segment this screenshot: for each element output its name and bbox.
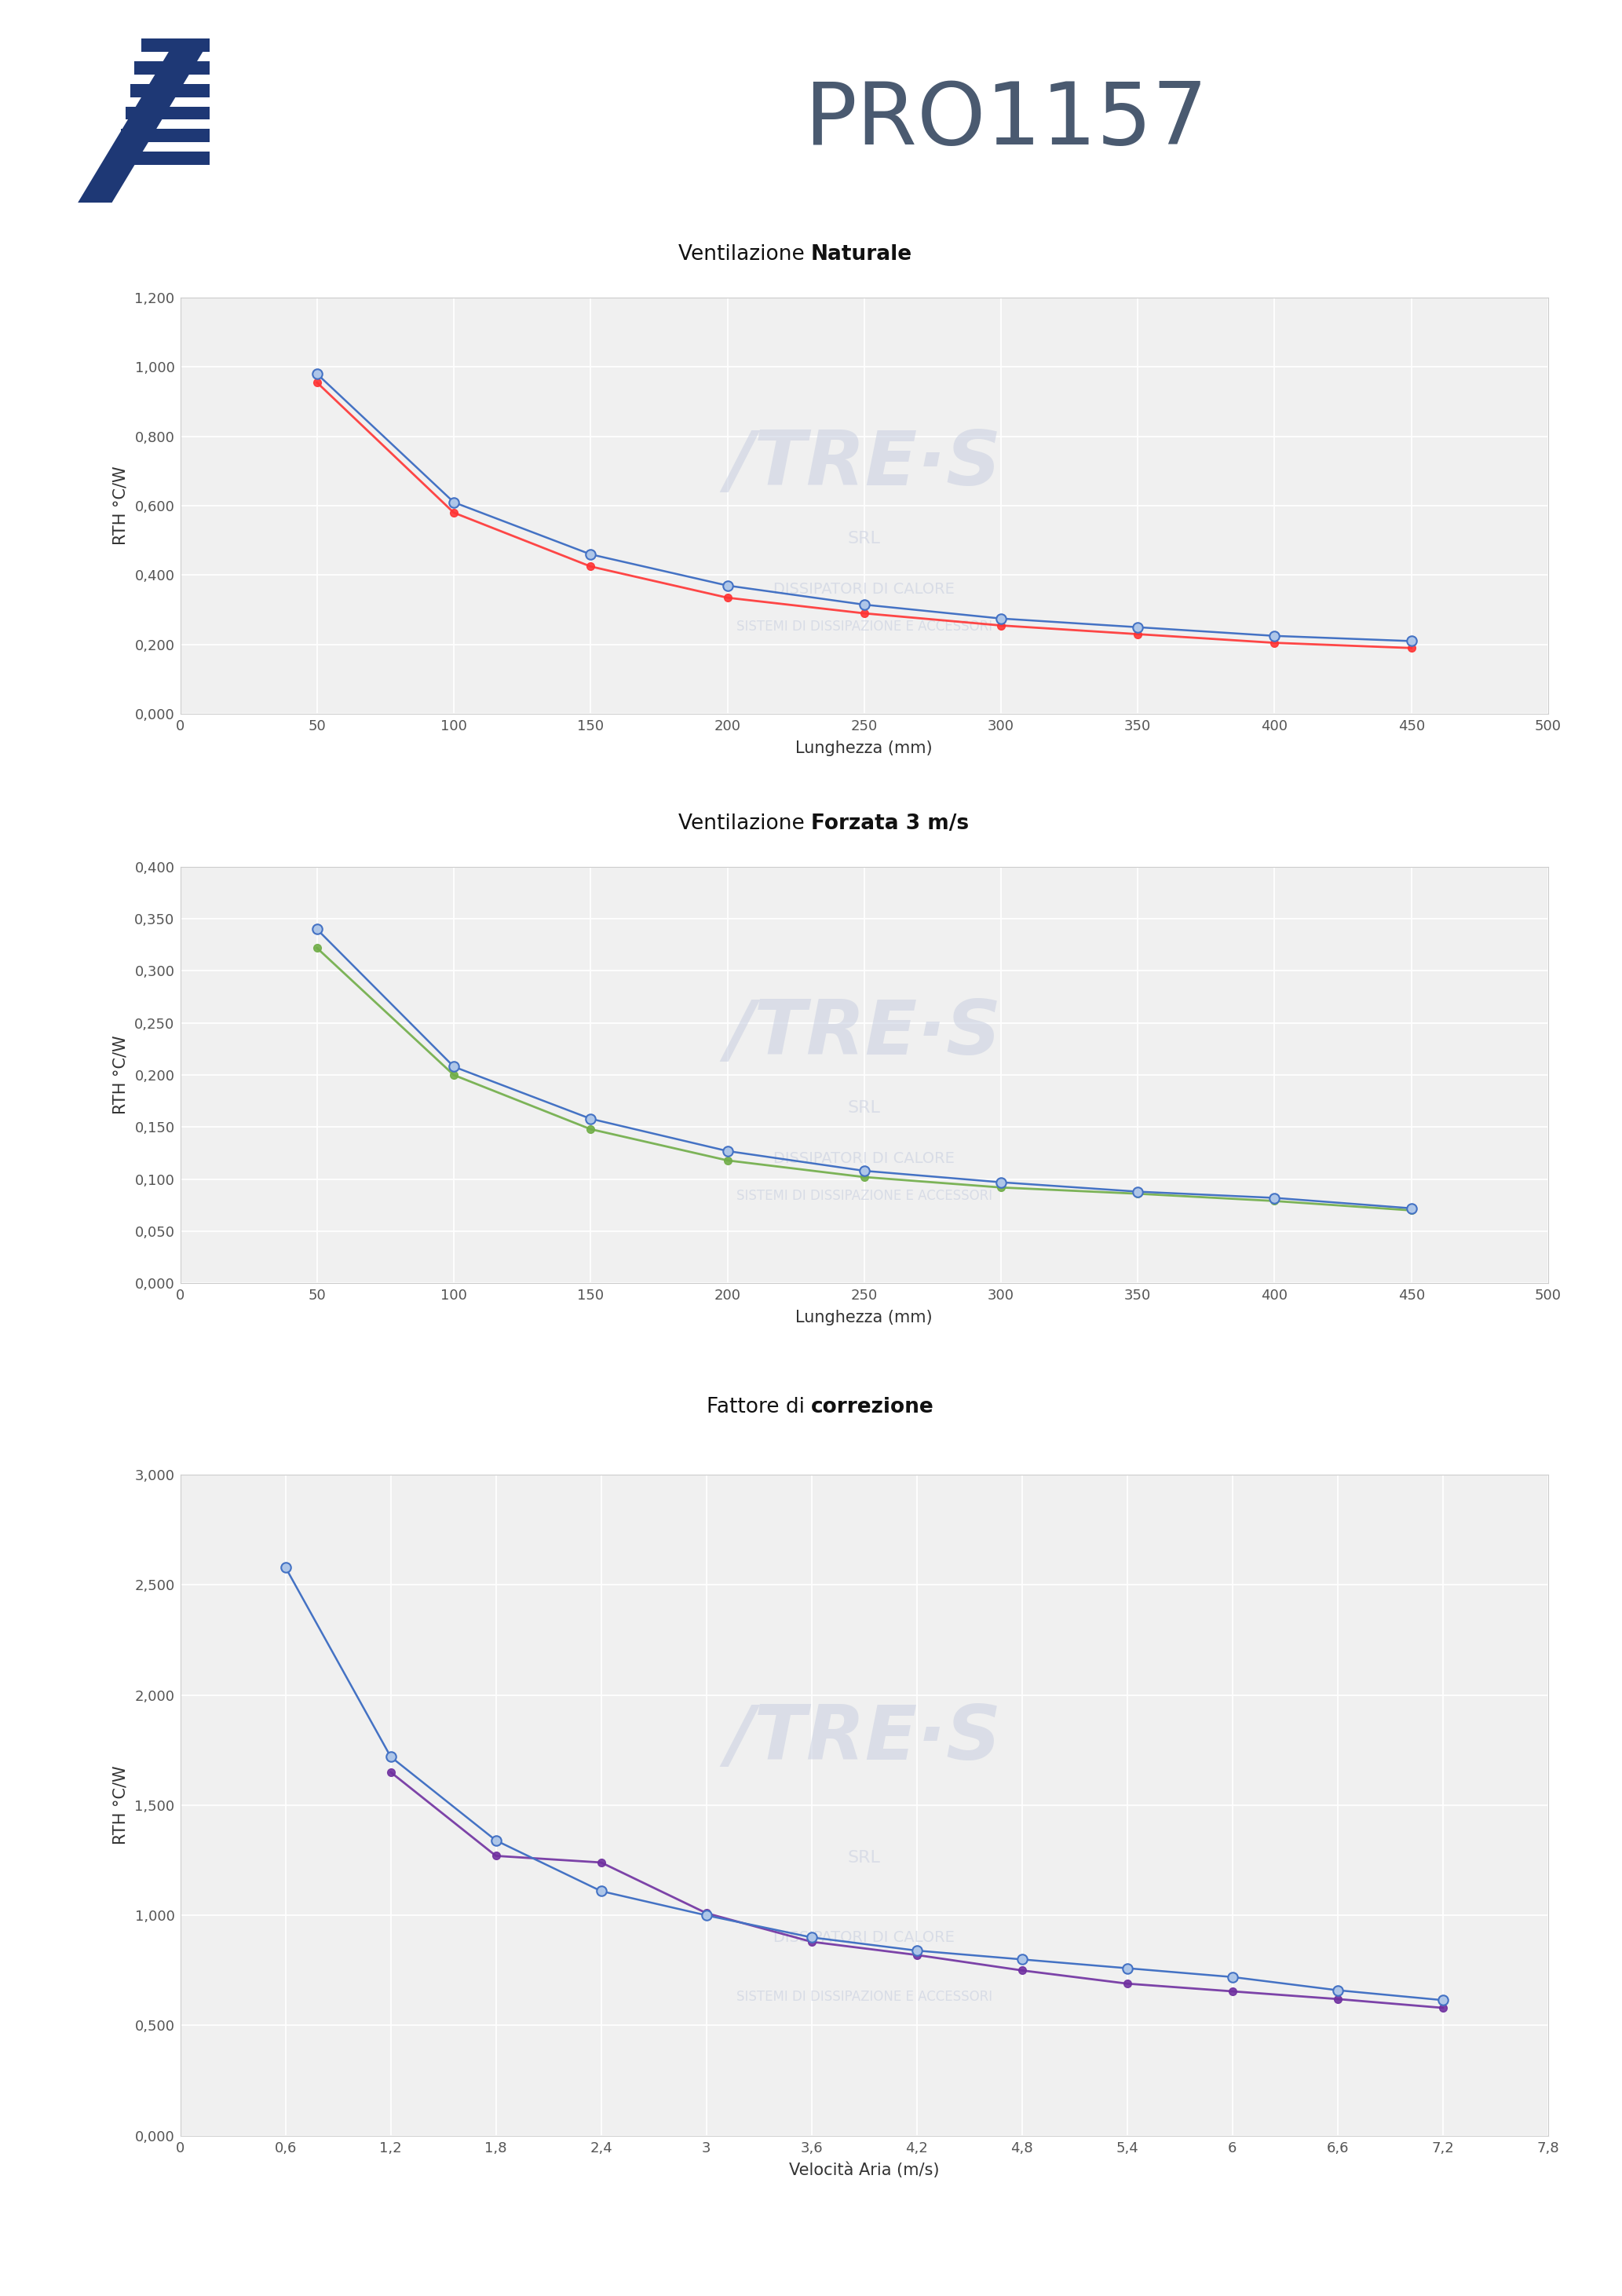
Bar <box>135 62 209 73</box>
Bar <box>122 129 209 142</box>
Text: SRL: SRL <box>848 1100 881 1116</box>
Text: /TRE·S: /TRE·S <box>727 996 1002 1070</box>
Text: SISTEMI DI DISSIPAZIONE E ACCESSORI: SISTEMI DI DISSIPAZIONE E ACCESSORI <box>736 1991 993 2004</box>
Text: /TRE·S: /TRE·S <box>727 1704 1002 1775</box>
Text: Naturale: Naturale <box>811 243 912 264</box>
Text: Ventilazione: Ventilazione <box>678 813 811 833</box>
Text: correzione: correzione <box>811 1396 934 1417</box>
X-axis label: Velocità Aria (m/s): Velocità Aria (m/s) <box>788 2163 939 2179</box>
X-axis label: Lunghezza (mm): Lunghezza (mm) <box>796 739 933 755</box>
Bar <box>141 39 209 53</box>
Text: /TRE·S: /TRE·S <box>727 427 1002 501</box>
Text: DISSIPATORI DI CALORE: DISSIPATORI DI CALORE <box>774 581 955 597</box>
Text: DISSIPATORI DI CALORE: DISSIPATORI DI CALORE <box>774 1931 955 1945</box>
X-axis label: Lunghezza (mm): Lunghezza (mm) <box>796 1309 933 1325</box>
Text: SRL: SRL <box>848 530 881 546</box>
Text: SISTEMI DI DISSIPAZIONE E ACCESSORI: SISTEMI DI DISSIPAZIONE E ACCESSORI <box>736 1189 993 1203</box>
Bar <box>117 152 209 165</box>
Text: DISSIPATORI DI CALORE: DISSIPATORI DI CALORE <box>774 1150 955 1166</box>
Text: Forzata 3 m/s: Forzata 3 m/s <box>811 813 968 833</box>
Text: Ventilazione: Ventilazione <box>678 243 811 264</box>
Text: Fattore di: Fattore di <box>706 1396 811 1417</box>
Text: SRL: SRL <box>848 1851 881 1867</box>
Text: SISTEMI DI DISSIPAZIONE E ACCESSORI: SISTEMI DI DISSIPAZIONE E ACCESSORI <box>736 620 993 634</box>
Text: PRO1157: PRO1157 <box>805 78 1207 163</box>
Y-axis label: RTH °C/W: RTH °C/W <box>112 466 128 544</box>
Y-axis label: RTH °C/W: RTH °C/W <box>112 1035 128 1114</box>
Polygon shape <box>78 53 203 202</box>
Bar <box>130 85 209 96</box>
Bar <box>125 106 209 119</box>
Y-axis label: RTH °C/W: RTH °C/W <box>112 1766 128 1844</box>
